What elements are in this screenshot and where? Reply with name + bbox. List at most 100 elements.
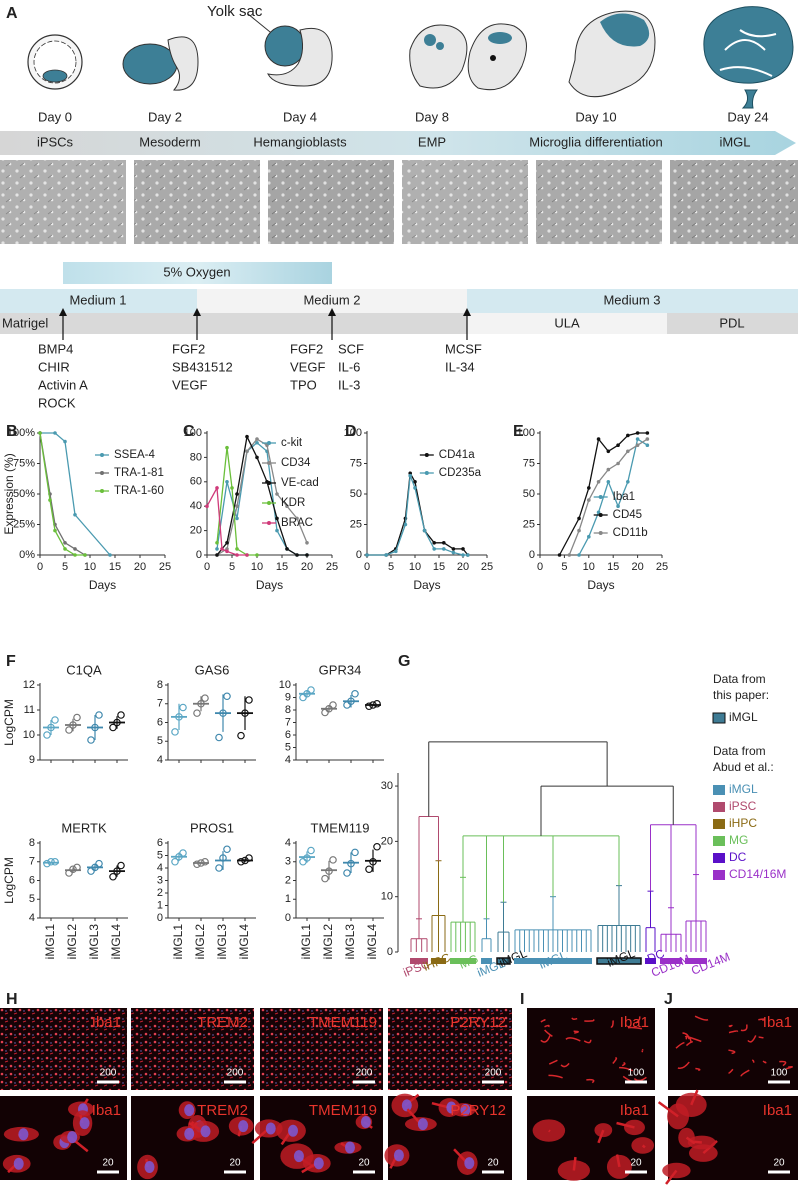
y-tick-label: 0 <box>157 912 163 924</box>
scale-label: 20 <box>487 1158 499 1169</box>
stage-label: Hemangioblasts <box>253 134 347 149</box>
data-point <box>616 443 620 448</box>
data-point <box>403 522 408 527</box>
data-point <box>109 872 117 881</box>
data-point <box>587 486 591 490</box>
factor-label: FGF2 <box>290 341 323 356</box>
cell <box>758 1018 765 1022</box>
annotation: Yolk sac <box>207 3 263 20</box>
stage-label: iMGL <box>719 134 750 149</box>
data-point <box>299 857 307 866</box>
legend-label: MG <box>729 833 748 847</box>
cell <box>627 1026 643 1030</box>
stain-label: TMEM119 <box>309 1102 377 1119</box>
x-tick-label: 10 <box>84 561 96 573</box>
data-point <box>215 553 219 557</box>
cluster-bar <box>596 957 642 965</box>
medium-label: Medium 2 <box>303 292 360 307</box>
cell <box>610 1020 614 1028</box>
cell <box>586 1078 595 1084</box>
y-tick-label: 8 <box>157 679 163 691</box>
nucleus <box>184 1127 195 1140</box>
y-tick-label: 25 <box>523 518 535 530</box>
cluster-bar <box>481 958 492 964</box>
cell <box>728 1068 734 1074</box>
data-point <box>197 699 205 708</box>
micrograph <box>670 160 798 244</box>
x-tick-label: iMGL2 <box>193 924 207 960</box>
x-tick-label: iMGL4 <box>109 924 123 960</box>
cell <box>619 1066 634 1072</box>
data-point <box>567 553 572 557</box>
data-point <box>95 859 103 868</box>
stage-label: EMP <box>418 134 446 149</box>
process <box>616 1121 635 1129</box>
data-point <box>63 547 67 551</box>
data-point <box>373 842 381 851</box>
legend-label: KDR <box>281 497 305 509</box>
data-point <box>606 467 611 472</box>
data-point <box>193 860 201 869</box>
legend-swatch <box>713 870 725 880</box>
y-tick-label: 5 <box>29 893 35 905</box>
nucleus <box>401 1099 412 1112</box>
panel-label: F <box>6 653 16 670</box>
data-point <box>587 534 591 539</box>
legend-swatch <box>424 471 429 475</box>
stain-label: Iba1 <box>763 1014 792 1031</box>
factor-label: FGF2 <box>172 341 205 356</box>
legend-title: this paper: <box>713 688 769 702</box>
medium-label: Medium 3 <box>603 292 660 307</box>
chart-title: GPR34 <box>319 662 362 677</box>
data-point <box>69 721 77 729</box>
factor-label: MCSF <box>445 341 482 356</box>
scale-label: 200 <box>100 1068 117 1079</box>
cell <box>584 1018 595 1022</box>
data-point <box>201 694 209 702</box>
data-point <box>394 549 398 554</box>
data-point <box>73 863 81 872</box>
y-tick-label: 3 <box>285 856 291 868</box>
y-tick-label: 7 <box>29 856 35 868</box>
cluster-bar <box>410 958 428 964</box>
y-tick-label: 25% <box>13 518 35 530</box>
factor-label: IL-34 <box>445 359 475 374</box>
data-point <box>255 440 259 445</box>
y-tick-label: 10 <box>23 729 35 741</box>
data-point <box>237 857 245 866</box>
legend-label: TRA-1-60 <box>114 485 164 497</box>
y-tick-label: 11 <box>24 704 35 716</box>
legend-label: CD235a <box>439 467 482 479</box>
data-point <box>307 686 315 694</box>
legend-swatch <box>424 453 429 457</box>
data-point <box>466 553 470 557</box>
data-point <box>295 516 299 521</box>
legend-swatch <box>713 785 725 795</box>
x-tick-label: 5 <box>62 561 68 573</box>
y-tick-label: 9 <box>29 754 35 766</box>
factor-label: SB431512 <box>172 359 233 374</box>
data-point <box>285 547 289 551</box>
process <box>685 1136 696 1145</box>
data-point <box>413 480 417 484</box>
y-tick-label: 8 <box>29 837 35 849</box>
y-tick-label: 1 <box>157 899 163 911</box>
y-tick-label: 40 <box>190 500 202 512</box>
oxygen-bar <box>63 262 332 284</box>
data-point <box>299 693 307 702</box>
legend-label: iMGL <box>729 782 758 796</box>
panel-label: E <box>513 423 524 440</box>
x-tick-label: 25 <box>326 561 338 573</box>
nucleus <box>265 1122 276 1135</box>
x-tick-label: iMGL1 <box>43 924 57 960</box>
day-label: Day 24 <box>727 109 768 124</box>
nucleus <box>464 1157 475 1170</box>
nucleus <box>184 1104 195 1117</box>
data-point <box>219 709 227 717</box>
data-point <box>73 713 81 722</box>
data-point <box>245 449 249 454</box>
x-tick-label: 20 <box>134 561 146 573</box>
legend-swatch <box>267 501 271 505</box>
cluster-bar <box>450 958 476 964</box>
process <box>665 1169 678 1185</box>
